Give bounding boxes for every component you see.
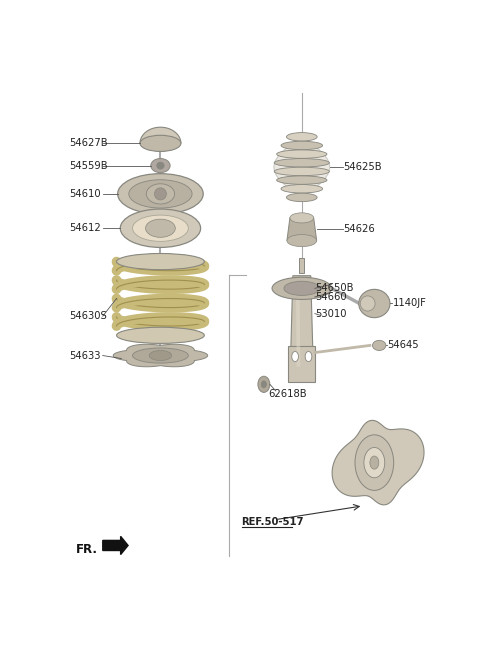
Ellipse shape xyxy=(274,167,329,176)
Text: REF.50-517: REF.50-517 xyxy=(241,517,304,527)
Text: 54626: 54626 xyxy=(343,224,374,234)
Ellipse shape xyxy=(155,188,167,200)
Ellipse shape xyxy=(355,435,394,491)
Ellipse shape xyxy=(151,159,170,173)
Text: 54650B: 54650B xyxy=(315,283,353,293)
Text: 53010: 53010 xyxy=(315,308,347,319)
Text: 54660: 54660 xyxy=(315,292,347,302)
Polygon shape xyxy=(113,344,208,367)
Text: 54610: 54610 xyxy=(70,189,101,199)
Ellipse shape xyxy=(364,447,385,478)
Polygon shape xyxy=(290,276,313,372)
Polygon shape xyxy=(332,420,424,505)
Text: 62618B: 62618B xyxy=(268,390,307,400)
Ellipse shape xyxy=(140,135,181,152)
Ellipse shape xyxy=(360,296,375,311)
Ellipse shape xyxy=(132,348,188,363)
Ellipse shape xyxy=(117,253,204,270)
Polygon shape xyxy=(140,127,181,144)
Ellipse shape xyxy=(281,141,323,150)
Text: 54559B: 54559B xyxy=(70,161,108,171)
Ellipse shape xyxy=(149,350,172,361)
Polygon shape xyxy=(287,218,317,241)
Ellipse shape xyxy=(372,340,386,350)
Ellipse shape xyxy=(274,159,329,167)
Polygon shape xyxy=(288,346,315,382)
Polygon shape xyxy=(274,137,330,197)
Ellipse shape xyxy=(129,180,192,208)
Ellipse shape xyxy=(157,162,164,169)
Text: 54630S: 54630S xyxy=(70,311,108,321)
Ellipse shape xyxy=(261,380,266,388)
Ellipse shape xyxy=(305,352,312,361)
Ellipse shape xyxy=(287,194,317,201)
Polygon shape xyxy=(299,258,304,273)
Ellipse shape xyxy=(287,133,317,141)
Text: 1140JF: 1140JF xyxy=(393,298,427,308)
Ellipse shape xyxy=(258,377,270,392)
Text: 54612: 54612 xyxy=(70,223,101,234)
Ellipse shape xyxy=(145,219,175,237)
Ellipse shape xyxy=(359,289,390,318)
Ellipse shape xyxy=(132,215,188,241)
Ellipse shape xyxy=(146,184,175,204)
Text: FR.: FR. xyxy=(76,543,97,556)
Text: 54627B: 54627B xyxy=(70,138,108,148)
Ellipse shape xyxy=(276,176,327,184)
Text: 54645: 54645 xyxy=(387,340,419,350)
Ellipse shape xyxy=(284,281,320,295)
Polygon shape xyxy=(296,278,300,367)
Ellipse shape xyxy=(120,209,201,247)
Ellipse shape xyxy=(276,150,327,158)
Ellipse shape xyxy=(118,174,203,214)
Ellipse shape xyxy=(272,277,332,299)
Text: 54633: 54633 xyxy=(70,350,101,361)
Ellipse shape xyxy=(117,327,204,343)
Ellipse shape xyxy=(370,456,379,469)
Ellipse shape xyxy=(287,235,317,247)
Text: 54625B: 54625B xyxy=(343,162,381,172)
Ellipse shape xyxy=(281,184,323,193)
Polygon shape xyxy=(103,537,128,554)
Ellipse shape xyxy=(292,352,299,361)
Ellipse shape xyxy=(290,213,314,223)
